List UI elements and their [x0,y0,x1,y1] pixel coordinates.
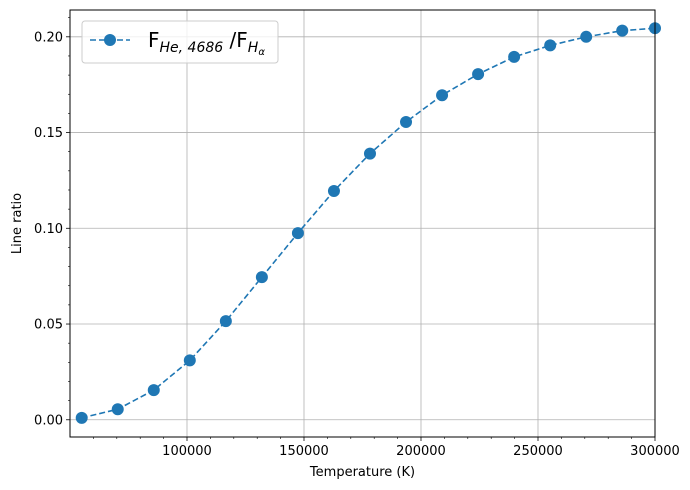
grid-layer [70,10,656,437]
ticks-layer: 100000 150000 200000 250000 300000 0.00 0.05 0.… [34,17,680,459]
x-tick-label: 100000 [162,444,212,459]
data-point [147,384,160,397]
y-tick-label: 0.05 [34,318,63,333]
legend-label-f1: F [148,28,160,52]
legend-label-slash-f: /F [223,28,248,52]
data-point [472,68,485,81]
y-tick-label: 0.00 [34,413,63,428]
data-point [111,403,124,416]
data-point [363,147,376,160]
legend-marker-sample [104,34,116,46]
series-line [81,27,656,419]
y-tick-label: 0.15 [34,126,63,141]
data-point [544,39,557,52]
x-tick-label: 150000 [279,444,329,459]
x-tick-label: 300000 [630,444,680,459]
data-point [327,184,340,197]
data-point [508,50,521,63]
legend-label: FHe, 4686 /FHα [148,28,265,58]
data-point [75,411,88,424]
series-layer [75,22,661,424]
plot-frame [69,9,656,438]
y-tick-label: 0.20 [34,30,63,45]
x-axis-label: Temperature (K) [309,465,415,480]
data-point [580,30,593,43]
legend-label-sub2-sub: α [258,47,265,58]
data-point [219,315,232,328]
data-point [400,116,413,129]
data-point [255,271,268,284]
x-tick-label: 200000 [396,444,446,459]
y-tick-label: 0.10 [34,222,63,237]
legend-box [81,20,279,64]
legend-label-sub1: He, 4686 [160,40,224,56]
data-point [291,227,304,240]
data-point [436,89,449,102]
x-tick-label: 250000 [513,444,563,459]
y-axis-label: Line ratio [10,193,25,254]
legend-label-sub2-main: H [248,40,259,56]
legend: FHe, 4686 /FHα [81,20,279,64]
data-point [183,354,196,367]
data-point [616,24,629,37]
